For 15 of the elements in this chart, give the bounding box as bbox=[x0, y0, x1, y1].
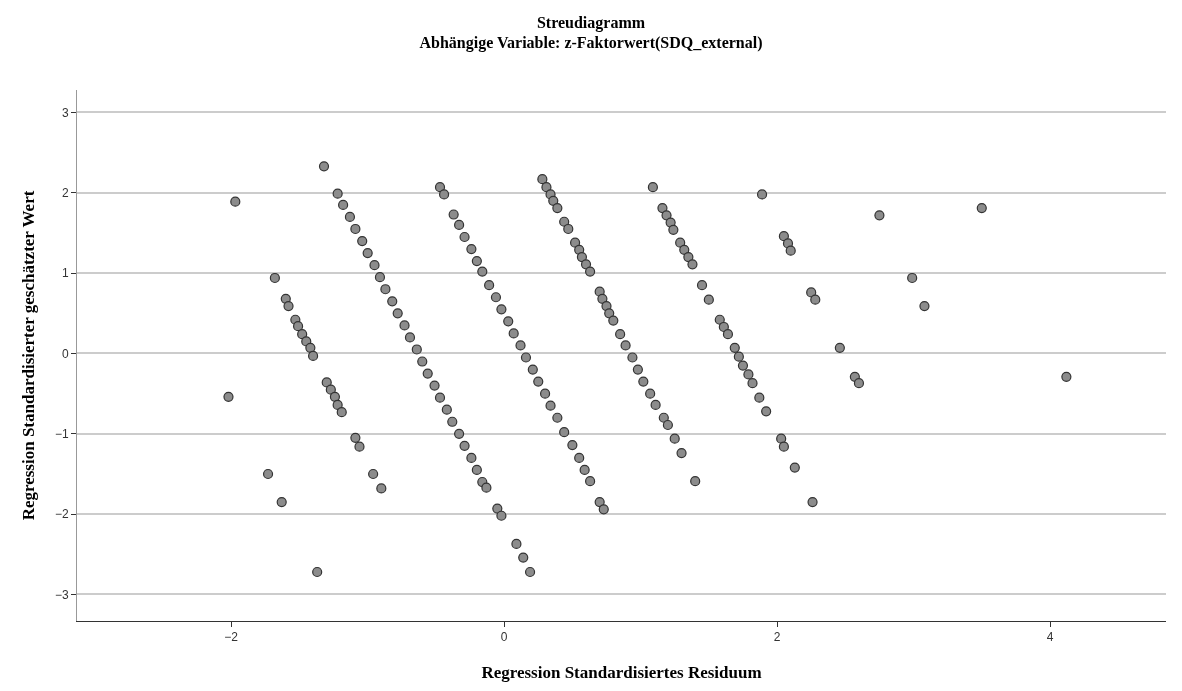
y-tick-label: −1 bbox=[54, 427, 69, 442]
x-axis-title: Regression Standardisiertes Residuum bbox=[481, 662, 762, 682]
y-tick-label: −2 bbox=[54, 507, 69, 522]
y-tick-label: 2 bbox=[61, 186, 69, 201]
y-tick-label: −3 bbox=[54, 587, 69, 602]
chart-subtitle: Abhängige Variable: z-Faktorwert(SDQ_external) bbox=[419, 34, 763, 53]
y-tick-label: 1 bbox=[61, 266, 69, 281]
x-tick-label: 2 bbox=[773, 630, 781, 645]
x-tick-label: −2 bbox=[224, 630, 239, 645]
y-tick-label: 0 bbox=[61, 346, 69, 361]
y-tick-label: 3 bbox=[61, 105, 69, 120]
x-tick-label: 4 bbox=[1046, 630, 1054, 645]
x-tick-label: 0 bbox=[500, 630, 508, 645]
y-axis-title: Regression Standardisierter geschätzter Wert bbox=[19, 190, 39, 521]
chart-title: Streudiagramm bbox=[536, 13, 646, 32]
